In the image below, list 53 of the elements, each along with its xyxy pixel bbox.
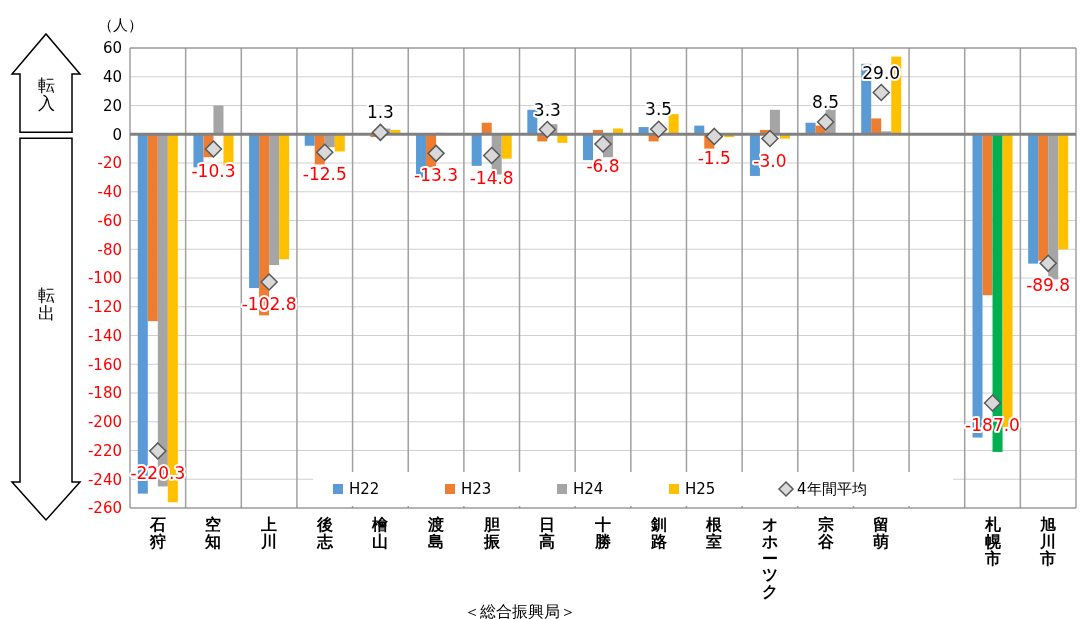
data-label: 8.5 (812, 92, 840, 113)
x-tick-label: 上川 (260, 515, 278, 551)
y-tick-label: 0 (112, 125, 122, 144)
data-label: -89.8 (1026, 275, 1071, 296)
x-tick-label: 檜山 (371, 515, 390, 551)
data-label: -13.3 (414, 165, 459, 186)
y-tick-label: 40 (102, 68, 122, 86)
x-tick-label: 十勝 (594, 515, 612, 551)
data-label: 1.3 (366, 102, 394, 123)
x-tick-label: 旭川市 (1039, 515, 1057, 568)
text: 転出 (37, 285, 55, 323)
legend-label: H25 (685, 480, 716, 499)
x-tick-label: 渡島 (427, 515, 445, 551)
x-tick-label: 空知 (204, 515, 222, 551)
y-tick-label: 60 (102, 39, 122, 58)
x-tick-label: 留萌 (872, 515, 890, 551)
x-tick-label: オホーツク (760, 515, 778, 602)
x-tick-label: 宗谷 (816, 515, 835, 551)
y-tick-label: -120 (87, 298, 122, 316)
y-tick-label: -240 (87, 470, 122, 489)
data-label: 3.3 (533, 99, 561, 120)
y-tick-label: -160 (87, 355, 122, 374)
y-tick-label: -140 (87, 326, 122, 345)
y-axis-title: （人） (97, 16, 143, 34)
y-tick-label: -20 (97, 154, 122, 173)
legend-label: H24 (573, 480, 604, 499)
y-tick-label: -260 (87, 499, 122, 518)
y-tick-label: 20 (102, 96, 122, 115)
data-label: -1.5 (697, 148, 731, 169)
y-tick-label: -220 (87, 441, 122, 460)
y-tick-label: -80 (97, 240, 122, 259)
text: ＜総合振興局＞ (463, 602, 576, 619)
x-tick-label: 根室 (705, 515, 724, 551)
data-label: -12.5 (302, 164, 347, 185)
x-tick-label: 札幌市 (983, 515, 1002, 568)
x-tick-label: 日高 (539, 515, 556, 551)
legend-label: H23 (461, 480, 492, 499)
y-tick-label: -60 (97, 211, 122, 230)
data-label: -10.3 (191, 161, 236, 182)
y-tick-label: -100 (87, 269, 122, 288)
data-label: 3.5 (645, 99, 673, 120)
legend-label: 4年間平均 (797, 480, 867, 499)
legend-label: H22 (349, 480, 380, 499)
data-label: -14.8 (469, 167, 514, 188)
x-tick-label: 石狩 (148, 515, 166, 551)
y-tick-label: -180 (87, 384, 122, 403)
data-label: -6.8 (586, 156, 620, 177)
x-tick-label: 釧路 (649, 515, 667, 551)
x-tick-label: 後志 (315, 515, 334, 551)
y-tick-label: -40 (97, 183, 122, 201)
y-tick-label: -200 (87, 413, 122, 431)
x-tick-label: 胆振 (482, 515, 501, 551)
text: 転入 (37, 75, 55, 113)
